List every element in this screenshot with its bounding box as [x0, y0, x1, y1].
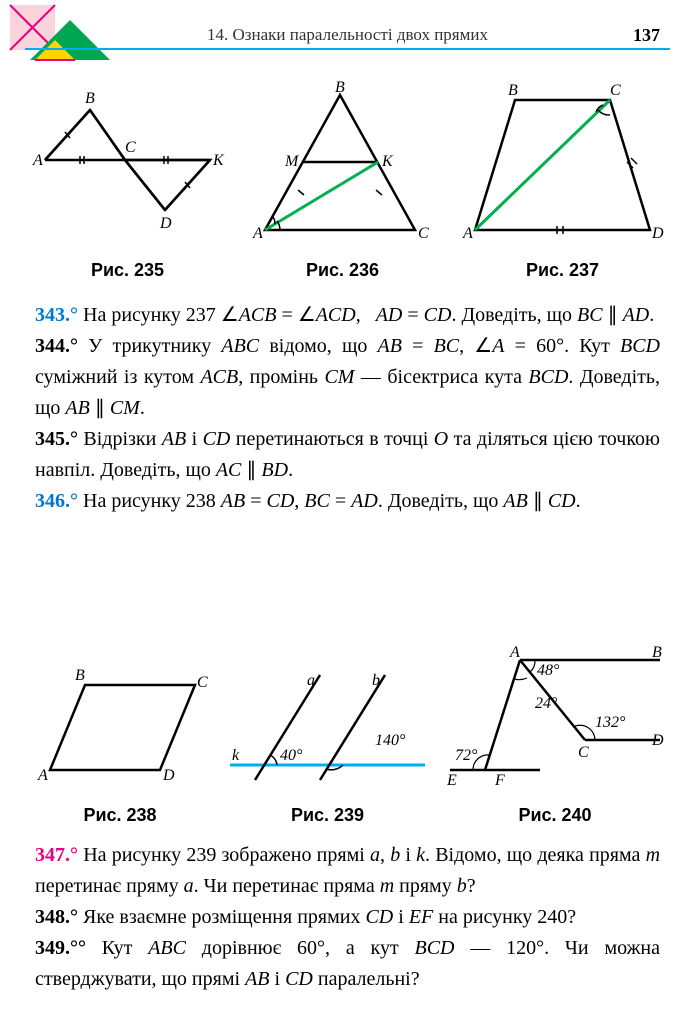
problem-344-text: У трикутнику ABC відомо, що AB = BC, ∠A …	[35, 335, 660, 419]
label-A: A	[252, 225, 263, 242]
problem-346-num: 346.°	[35, 490, 78, 512]
label-D: D	[651, 732, 664, 749]
label-C: C	[197, 674, 208, 691]
figures-row-2: A B C D Рис. 238 a b k 40° 140° Рис. 239	[30, 645, 665, 826]
figure-237: A B C D Рис. 237	[460, 80, 665, 281]
label-B: B	[75, 667, 85, 684]
label-C: C	[578, 744, 589, 761]
label-24: 24°	[535, 695, 558, 712]
problem-343-num: 343.°	[35, 304, 78, 326]
figures-row-1: A B C D K Рис. 235 A B C M	[30, 80, 665, 281]
problem-346-text: На рисунку 238 AB = CD, BC = AD. Доведіт…	[78, 490, 581, 512]
problem-348-text: Яке взаємне розміщення прямих CD і EF на…	[78, 906, 576, 928]
label-K: K	[212, 152, 225, 169]
page: 14. Ознаки паралельності двох прямих 137	[0, 0, 695, 1035]
label-A: A	[509, 645, 520, 661]
problem-347-num: 347.°	[35, 844, 78, 866]
chapter-title: 14. Ознаки паралельності двох прямих	[0, 25, 695, 45]
label-D: D	[159, 215, 172, 232]
page-number: 137	[633, 25, 660, 46]
problem-344-num: 344.°	[35, 335, 78, 357]
label-C: C	[610, 82, 621, 99]
label-A: A	[462, 225, 473, 242]
label-A: A	[32, 152, 43, 169]
label-k: k	[232, 747, 240, 764]
label-F: F	[494, 772, 505, 789]
label-72: 72°	[455, 747, 478, 764]
problem-349-text: Кут ABC дорівнює 60°, а кут BCD — 120°. …	[35, 937, 660, 990]
label-C: C	[125, 139, 136, 156]
label-B: B	[508, 82, 518, 99]
figure-239: a b k 40° 140° Рис. 239	[225, 665, 430, 826]
label-B: B	[652, 645, 662, 661]
figure-235: A B C D K Рис. 235	[30, 80, 225, 281]
label-132: 132°	[595, 714, 626, 731]
label-D: D	[162, 767, 175, 784]
label-M: M	[284, 153, 300, 170]
problem-348-num: 348.°	[35, 906, 78, 928]
figure-237-caption: Рис. 237	[460, 260, 665, 281]
figure-236-caption: Рис. 236	[245, 260, 440, 281]
figure-236: A B C M K Рис. 236	[245, 80, 440, 281]
problem-347-text: На рисунку 239 зображено прямі a, b і k.…	[35, 844, 660, 897]
figure-238: A B C D Рис. 238	[30, 665, 210, 826]
problem-349-num: 349.°°	[35, 937, 86, 959]
label-a: a	[307, 672, 315, 689]
problem-345-text: Відрізки AB і CD перетинаються в точці O…	[35, 428, 660, 481]
problem-343-text: На рисунку 237 ∠ACB = ∠ACD, AD = CD. Дов…	[78, 304, 654, 326]
label-b: b	[372, 672, 380, 689]
label-40: 40°	[280, 747, 303, 764]
label-C: C	[418, 225, 429, 242]
label-140: 140°	[375, 732, 406, 749]
label-D: D	[651, 225, 664, 242]
figure-238-caption: Рис. 238	[30, 805, 210, 826]
figure-235-caption: Рис. 235	[30, 260, 225, 281]
label-E: E	[446, 772, 457, 789]
problems-block-2: 347.° На рисунку 239 зображено прямі a, …	[35, 840, 660, 995]
label-A: A	[37, 767, 48, 784]
problem-345-num: 345.°	[35, 428, 78, 450]
figure-240: A B C D E F 48° 24° 132° 72° Рис. 240	[445, 645, 665, 826]
label-K: K	[381, 153, 394, 170]
label-B: B	[85, 90, 95, 107]
header-divider	[25, 48, 670, 50]
figure-239-caption: Рис. 239	[225, 805, 430, 826]
problems-block-1: 343.° На рисунку 237 ∠ACB = ∠ACD, AD = C…	[35, 300, 660, 517]
figure-240-caption: Рис. 240	[445, 805, 665, 826]
label-48: 48°	[537, 662, 560, 679]
label-B: B	[335, 80, 345, 96]
